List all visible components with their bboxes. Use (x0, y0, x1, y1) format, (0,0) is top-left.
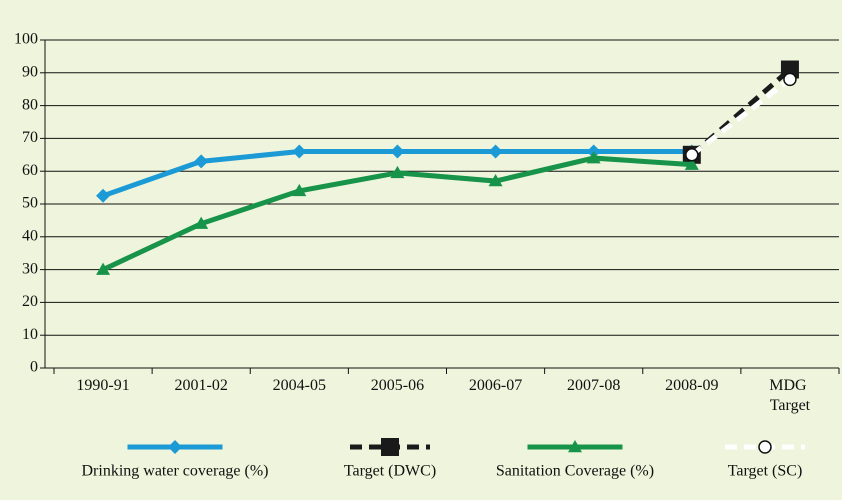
y-tick-label: 10 (22, 326, 38, 343)
x-tick-label: 2008-09 (665, 377, 718, 394)
y-tick-label: 0 (30, 359, 38, 376)
marker (168, 440, 182, 454)
marker (292, 144, 307, 159)
marker (194, 154, 209, 169)
marker (783, 72, 797, 87)
marker (390, 144, 405, 159)
marker (780, 60, 799, 79)
legend-label: Sanitation Coverage (%) (496, 463, 654, 480)
x-tick-label: 2007-08 (567, 377, 620, 394)
legend-label: Target (SC) (728, 463, 803, 480)
marker (685, 148, 699, 162)
series-line (690, 77, 792, 157)
marker (194, 216, 209, 229)
y-tick-label: 60 (22, 162, 38, 179)
y-tick-label: 70 (22, 129, 38, 146)
x-tick-label: 2005-06 (371, 377, 424, 394)
y-tick-label: 20 (22, 293, 38, 310)
marker (381, 438, 399, 456)
marker (758, 440, 772, 454)
y-tick-label: 100 (14, 31, 38, 48)
marker (568, 440, 582, 453)
y-tick-label: 40 (22, 227, 38, 244)
x-tick-label: 2004-05 (273, 377, 326, 394)
marker (684, 157, 699, 170)
marker (96, 188, 111, 203)
y-tick-label: 90 (22, 63, 38, 80)
marker (488, 144, 503, 159)
marker (292, 183, 307, 197)
x-tick-label: 1990-91 (76, 377, 129, 394)
y-tick-label: 30 (22, 260, 38, 277)
x-tick-label: 2001-02 (175, 377, 228, 394)
y-tick-label: 50 (22, 195, 38, 212)
legend-label: Drinking water coverage (%) (81, 463, 268, 480)
marker (586, 151, 601, 164)
legend-label: Target (DWC) (344, 463, 436, 480)
x-tick-label: MDG Target (769, 377, 810, 414)
marker (488, 174, 503, 187)
marker (96, 262, 111, 275)
y-tick-label: 80 (22, 96, 38, 113)
marker (390, 165, 405, 179)
x-tick-label: 2006-07 (469, 377, 522, 394)
